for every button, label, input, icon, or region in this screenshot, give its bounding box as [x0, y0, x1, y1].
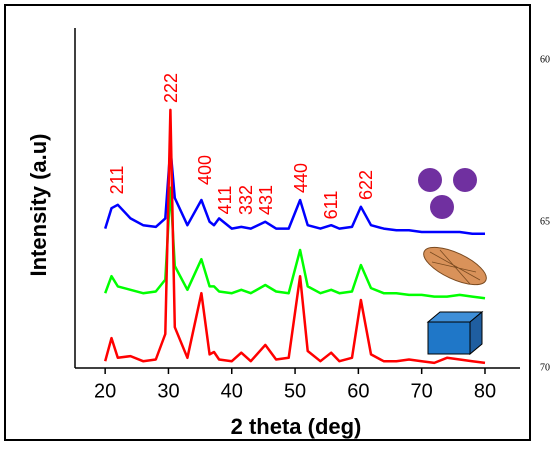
x-tick-label: 30	[157, 380, 179, 402]
y-axis-title: Intensity (a.u)	[26, 133, 51, 276]
peak-label: 431	[256, 185, 276, 215]
peak-label: 411	[215, 186, 235, 215]
peak-label: 400	[195, 155, 215, 185]
peak-label: 332	[236, 185, 256, 215]
sphere-icon	[418, 168, 477, 219]
peak-label: 211	[107, 166, 127, 195]
x-tick-label: 70	[411, 380, 433, 402]
corn-icon	[423, 246, 487, 286]
peak-label: 222	[161, 73, 181, 103]
cube-icon	[426, 310, 484, 356]
x-tick-label: 80	[474, 380, 496, 402]
peak-label: 611	[321, 191, 341, 220]
peak-label: 622	[356, 170, 376, 200]
series-line	[103, 108, 486, 365]
x-tick-label: 20	[94, 380, 116, 402]
x-tick-label: 50	[284, 380, 306, 402]
peak-label: 440	[291, 163, 311, 193]
x-tick-label: 40	[221, 380, 243, 402]
x-axis-title: 2 theta (deg)	[231, 414, 362, 439]
series-line	[104, 146, 485, 235]
margin-number: 70	[540, 362, 550, 373]
margin-number: 65	[540, 216, 550, 227]
x-tick-label: 60	[347, 380, 369, 402]
margin-number: 60	[540, 54, 550, 65]
